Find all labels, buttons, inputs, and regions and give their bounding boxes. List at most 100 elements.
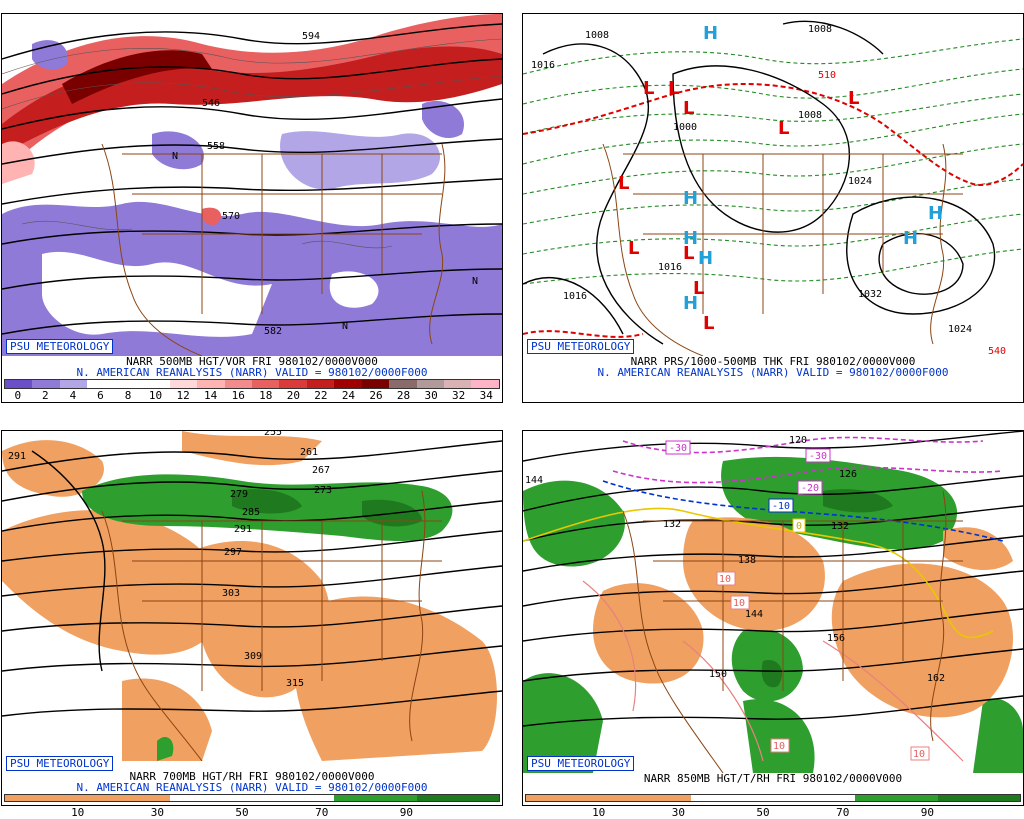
map-label: 267 xyxy=(312,465,330,476)
scale-swatch xyxy=(416,380,444,388)
svg-text:L: L xyxy=(848,88,859,109)
high-pressure-marker: H xyxy=(703,23,718,44)
svg-text:L: L xyxy=(668,78,679,99)
scale-tick-label: 30 xyxy=(424,389,438,402)
svg-text:L: L xyxy=(618,173,629,194)
map-label: 120 xyxy=(789,435,807,446)
psu-meteorology-badge: PSU METEOROLOGY xyxy=(6,339,114,354)
map-label: 261 xyxy=(300,447,318,458)
map-label: 570 xyxy=(222,211,240,222)
scale-swatch xyxy=(114,380,143,388)
scale-tick-label: 4 xyxy=(69,389,77,402)
map-label: 558 xyxy=(207,141,225,152)
map-label: 126 xyxy=(839,469,857,480)
map-label: 1032 xyxy=(858,289,882,300)
svg-text:L: L xyxy=(703,313,714,334)
scale-swatch xyxy=(279,380,307,388)
svg-text:L: L xyxy=(683,98,694,119)
humidity-850-color-scale xyxy=(525,794,1021,802)
scale-tick-label: 22 xyxy=(314,389,328,402)
panel-sea-level-pressure-thickness: 1008 1008 1016 1016 1016 1024 1024 1032 … xyxy=(522,13,1024,403)
vorticity-map: 546 558 570 582 594 N N N xyxy=(2,14,502,356)
scale-swatch xyxy=(361,380,390,388)
map-label: 273 xyxy=(314,485,332,496)
svg-text:H: H xyxy=(698,248,713,269)
map-label: 138 xyxy=(738,555,756,566)
humidity-color-scale xyxy=(4,794,500,802)
temperature-label: -20 xyxy=(801,483,819,494)
psu-meteorology-badge: PSU METEOROLOGY xyxy=(527,339,635,354)
scale-tick-label: 50 xyxy=(235,806,249,819)
map-label: 279 xyxy=(230,489,248,500)
scale-tick-label: 70 xyxy=(315,806,329,819)
map-label: 132 xyxy=(663,519,681,530)
map-label: 255 xyxy=(264,431,282,438)
map-label: 1008 xyxy=(798,110,822,121)
scale-tick-label: 0 xyxy=(14,389,22,402)
panel-title: NARR 500MB HGT/VOR FRI 980102/0000V000 xyxy=(126,355,378,368)
scale-tick-label: 30 xyxy=(150,806,164,819)
map-label: 1008 xyxy=(808,24,832,35)
scale-tick-label: 2 xyxy=(42,389,49,402)
scale-tick-label: 30 xyxy=(671,806,685,819)
humidity-700-scale-ticks: 10 30 50 70 90 xyxy=(3,806,501,819)
scale-tick-label: 14 xyxy=(204,389,218,402)
scale-swatch xyxy=(169,380,198,388)
scale-tick-label: 34 xyxy=(479,389,493,402)
map-label: 291 xyxy=(8,451,26,462)
svg-text:L: L xyxy=(693,278,704,299)
scale-tick-label: 90 xyxy=(399,806,413,819)
scale-tick-label: 8 xyxy=(124,389,132,402)
svg-text:L: L xyxy=(683,243,694,264)
panel-title: NARR 850MB HGT/T/RH FRI 980102/0000V000 xyxy=(643,772,903,785)
scale-swatch xyxy=(142,380,170,388)
map-label: 1024 xyxy=(948,324,972,335)
map-label: 582 xyxy=(264,326,282,337)
temperature-label: -30 xyxy=(669,443,687,454)
scale-tick-label: 12 xyxy=(176,389,190,402)
temperature-label: -30 xyxy=(809,451,827,462)
pressure-map: 1008 1008 1016 1016 1016 1024 1024 1032 … xyxy=(523,14,1023,356)
scale-tick-label: 26 xyxy=(369,389,383,402)
scale-swatch xyxy=(251,380,280,388)
svg-text:H: H xyxy=(683,293,698,314)
map-label: 150 xyxy=(709,669,727,680)
scale-tick-label: 70 xyxy=(836,806,850,819)
panel-title: NARR 700MB HGT/RH FRI 980102/0000V000 xyxy=(129,770,375,783)
map-label: 132 xyxy=(831,521,849,532)
map-label: N xyxy=(342,321,348,332)
scale-swatch xyxy=(197,380,225,388)
map-label: 1016 xyxy=(531,60,555,71)
panel-title: NARR PRS/1000-500MB THK FRI 980102/0000V… xyxy=(630,355,916,368)
panel-subtitle: N. AMERICAN REANALYSIS (NARR) VALID = 98… xyxy=(597,366,949,379)
map-label: 291 xyxy=(234,524,252,535)
temperature-label: 10 xyxy=(719,574,731,585)
scale-tick-label: 6 xyxy=(97,389,104,402)
scale-swatch xyxy=(87,380,115,388)
panel-500mb-vorticity: 546 558 570 582 594 N N N PSU METEOROLOG… xyxy=(1,13,503,403)
panel-850mb-temperature-humidity: 120 126 132 132 138 144 144 150 156 162 … xyxy=(522,430,1024,806)
scale-swatch xyxy=(444,380,472,388)
map-label: 1000 xyxy=(673,122,697,133)
svg-text:H: H xyxy=(683,228,698,249)
panel-subtitle: N. AMERICAN REANALYSIS (NARR) VALID = 98… xyxy=(76,366,428,379)
scale-swatch xyxy=(32,380,60,388)
vorticity-scale-ticks: 0 2 4 6 8 10 12 14 16 18 20 22 24 26 28 30 32 34 xyxy=(4,389,500,402)
scale-tick-label: 50 xyxy=(756,806,770,819)
scale-tick-label: 90 xyxy=(920,806,934,819)
map-label: 303 xyxy=(222,588,240,599)
temperature-label: 0 xyxy=(796,521,802,532)
map-label: 297 xyxy=(224,547,242,558)
humidity-850-scale-ticks: 10 30 50 70 90 xyxy=(524,806,1022,819)
map-label: 144 xyxy=(745,609,763,620)
scale-tick-label: 10 xyxy=(592,806,606,819)
map-label: 1008 xyxy=(585,30,609,41)
svg-text:H: H xyxy=(928,203,943,224)
map-label: 1016 xyxy=(563,291,587,302)
svg-text:H: H xyxy=(683,188,698,209)
scale-swatch xyxy=(471,380,499,388)
map-label: 510 xyxy=(818,70,836,81)
scale-swatch xyxy=(5,380,33,388)
scale-swatch xyxy=(224,380,252,388)
map-label: 540 xyxy=(988,346,1006,356)
